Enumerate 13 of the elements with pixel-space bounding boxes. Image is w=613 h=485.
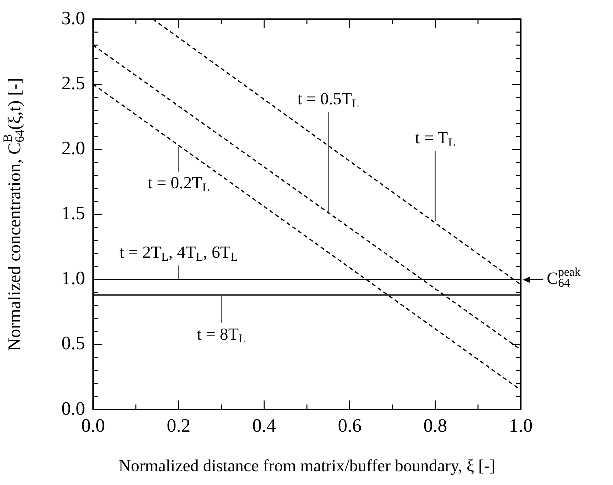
y-tick-label: 2.0: [62, 138, 86, 160]
y-axis-title: Normalized concentration, CB64(ξ,t) [-]: [1, 78, 27, 352]
x-tick-label: 0.4: [252, 416, 277, 438]
y-tick-label: 3.0: [62, 8, 86, 30]
x-axis-title: Normalized distance from matrix/buffer boundary, ξ [-]: [118, 456, 496, 476]
x-tick-label: 1.0: [509, 416, 533, 438]
x-tick-label: 0.6: [338, 416, 362, 438]
x-tick-label: 0.8: [424, 416, 448, 438]
y-tick-label: 0.5: [62, 334, 86, 355]
x-tick-label: 0.2: [167, 416, 191, 438]
y-tick-label: 1.5: [62, 204, 86, 225]
y-tick-label: 2.5: [62, 73, 86, 94]
y-tick-label: 1.0: [62, 268, 86, 290]
